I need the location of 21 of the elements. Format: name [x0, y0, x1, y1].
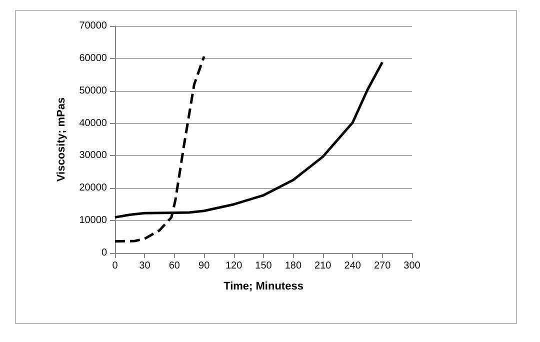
y-tick-label: 50000 [79, 85, 108, 96]
x-tick-label: 60 [168, 260, 180, 272]
x-tick-label: 300 [404, 260, 421, 272]
x-tick-label: 210 [314, 260, 332, 272]
x-tick-label: 30 [139, 260, 151, 272]
x-axis-title: Time; Minutess [224, 280, 304, 292]
x-tick-label: 120 [225, 260, 243, 272]
y-axis-title: Viscosity; mPas [56, 97, 68, 182]
y-tick-label: 10000 [79, 215, 108, 226]
y-tick-label: 20000 [79, 182, 108, 194]
x-tick-label: 0 [112, 260, 118, 272]
y-tick-label: 70000 [79, 20, 108, 32]
y-tick-label: 40000 [79, 118, 108, 129]
x-tick-label: 90 [198, 260, 210, 272]
x-tick-label: 150 [255, 260, 272, 272]
x-tick-label: 240 [344, 260, 362, 272]
x-tick-label: 180 [284, 260, 302, 272]
y-tick-label: 0 [101, 248, 108, 258]
y-tick-label: 60000 [79, 52, 108, 64]
x-tick-label: 270 [374, 260, 392, 272]
y-tick-label: 30000 [79, 150, 108, 162]
